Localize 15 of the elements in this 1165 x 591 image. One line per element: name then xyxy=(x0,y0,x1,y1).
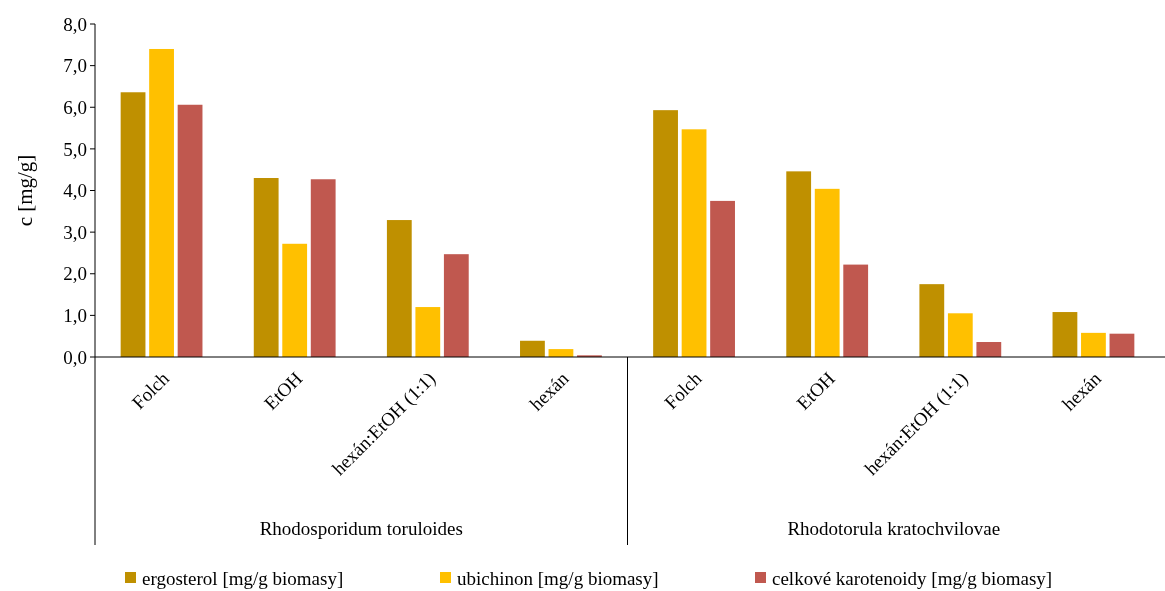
y-tick-label: 3,0 xyxy=(63,221,87,243)
text: Rhodotorula kratochvilovae xyxy=(787,518,1001,539)
y-tick-label: 1,0 xyxy=(63,305,87,327)
text: Rhodosporidum toruloides xyxy=(259,518,463,539)
y-tick-label: 2,0 xyxy=(63,263,87,285)
y-tick-label: 0,0 xyxy=(63,346,87,368)
y-tick-label: 5,0 xyxy=(63,138,87,160)
legend-label: ubichinon [mg/g biomasy] xyxy=(457,567,659,589)
legend-label: celkové karotenoidy [mg/g biomasy] xyxy=(772,567,1053,589)
y-tick-label: 7,0 xyxy=(63,55,87,77)
y-tick-label: 6,0 xyxy=(63,96,87,118)
y-tick-label: 8,0 xyxy=(63,13,87,35)
y-axis-title: c [mg/g] xyxy=(13,154,37,227)
legend-label: ergosterol [mg/g biomasy] xyxy=(142,567,344,589)
y-tick-label: 4,0 xyxy=(63,180,87,202)
